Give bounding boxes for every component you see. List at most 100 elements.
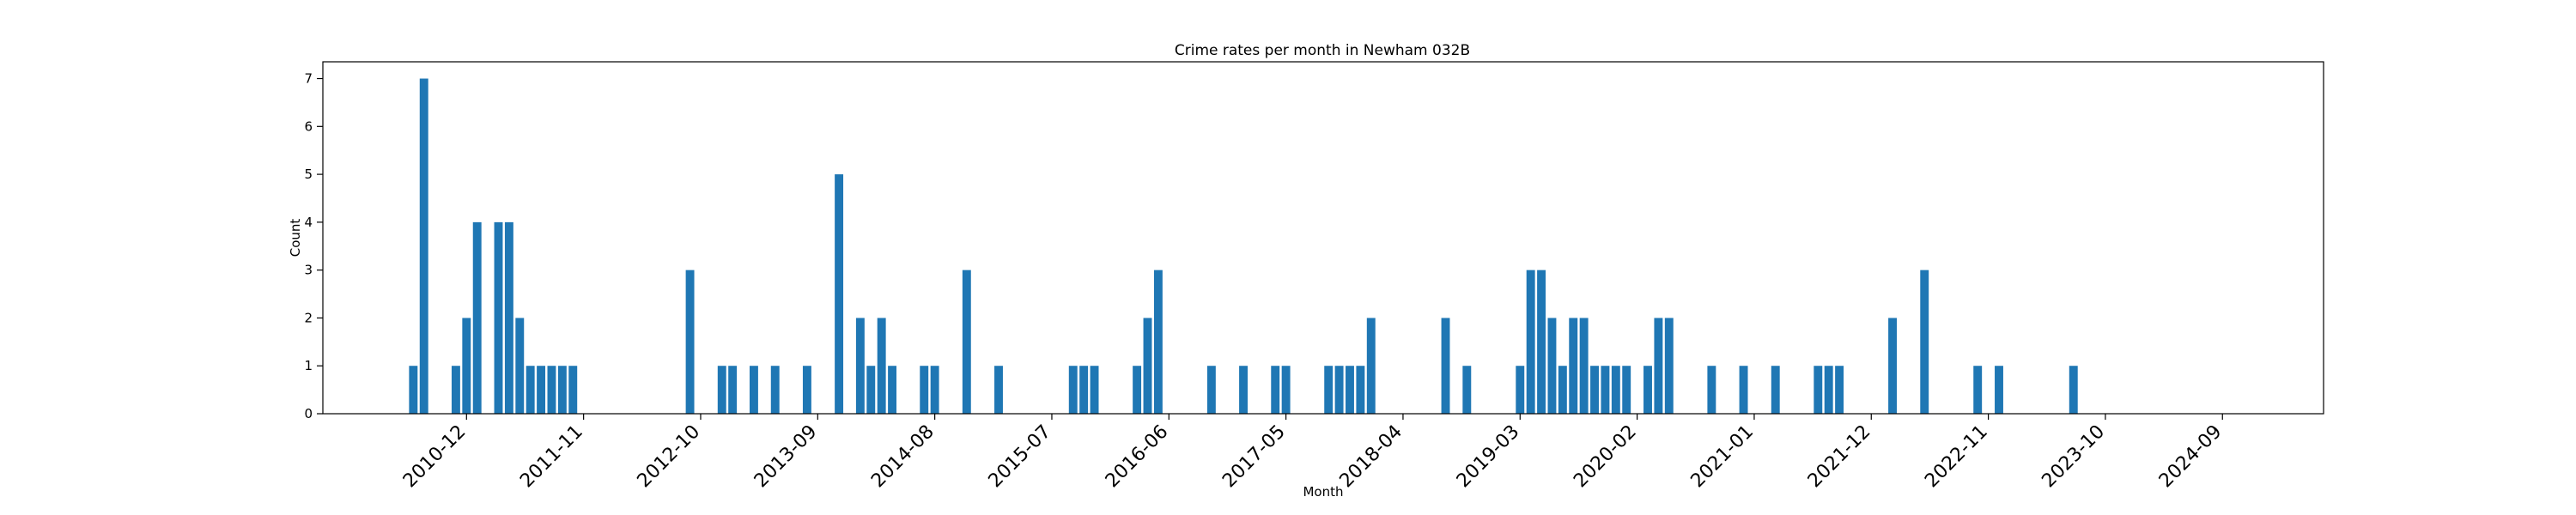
bar	[557, 366, 567, 414]
bar	[547, 366, 556, 414]
bar	[1824, 366, 1833, 414]
bar	[1590, 366, 1599, 414]
y-tick-label: 0	[304, 406, 313, 421]
bar	[1973, 366, 1983, 414]
bar	[920, 366, 929, 414]
bar	[770, 366, 780, 414]
bar	[1888, 318, 1898, 414]
bar	[419, 78, 428, 415]
bar	[1995, 366, 2003, 414]
x-tick-label: 2022-11	[1921, 421, 1992, 493]
y-tick-label: 4	[304, 215, 313, 230]
y-axis-label: Count	[288, 219, 303, 258]
bar	[685, 270, 695, 414]
bar	[994, 366, 1003, 414]
bar	[1654, 318, 1663, 414]
x-tick-label: 2018-04	[1336, 421, 1407, 493]
bar	[877, 318, 886, 414]
bar	[1569, 318, 1578, 414]
y-tick-label: 7	[304, 71, 313, 87]
bar	[1324, 366, 1334, 414]
x-tick-label: 2015-07	[985, 421, 1056, 493]
y-tick-label: 2	[304, 310, 313, 325]
bar	[802, 366, 811, 414]
x-tick-label: 2017-05	[1218, 421, 1290, 493]
x-tick-label: 2010-12	[399, 421, 471, 493]
bar	[1920, 270, 1929, 414]
x-tick-label: 2016-06	[1102, 421, 1173, 493]
bar	[1643, 366, 1652, 414]
x-tick-label: 2013-09	[750, 421, 822, 493]
bar	[1133, 366, 1142, 414]
bar	[1558, 366, 1567, 414]
bar	[1068, 366, 1078, 414]
bar	[749, 366, 758, 414]
bar	[1526, 270, 1535, 414]
bar	[451, 366, 460, 414]
bar	[472, 221, 482, 414]
x-axis: 2010-12 2011-11 2012-10 2013-09 2014-08 2015-…	[399, 414, 2227, 492]
bar	[462, 318, 471, 414]
bar	[537, 366, 546, 414]
x-tick-label: 2021-01	[1687, 421, 1759, 493]
bar	[1441, 318, 1450, 414]
plot-area-frame	[322, 61, 2324, 415]
bar	[504, 221, 513, 414]
x-tick-label: 2011-11	[516, 421, 587, 493]
bar	[1206, 366, 1216, 414]
bar	[1547, 318, 1557, 414]
y-tick-label: 6	[304, 118, 313, 134]
bar	[1835, 366, 1844, 414]
bar	[835, 174, 844, 414]
bar	[1346, 366, 1354, 414]
bar	[1707, 366, 1716, 414]
x-axis-label: Month	[1303, 484, 1343, 500]
x-tick-label: 2024-09	[2155, 421, 2227, 493]
bar	[1090, 366, 1099, 414]
bar	[1153, 270, 1163, 414]
bar	[888, 366, 897, 414]
bar	[1462, 366, 1472, 414]
bar	[1739, 366, 1748, 414]
bar	[717, 366, 726, 414]
bar	[855, 318, 865, 414]
x-tick-label: 2020-02	[1570, 421, 1641, 493]
bar	[1601, 366, 1610, 414]
bar	[930, 366, 939, 414]
bar	[1271, 366, 1280, 414]
bar	[1366, 318, 1376, 414]
bar	[1281, 366, 1291, 414]
x-tick-label: 2023-10	[2038, 421, 2109, 493]
x-tick-label: 2021-12	[1804, 421, 1875, 493]
bar	[515, 318, 525, 414]
bar	[1622, 366, 1631, 414]
y-tick-label: 3	[304, 263, 313, 278]
bar	[1356, 366, 1365, 414]
bar	[1579, 318, 1589, 414]
bar	[1334, 366, 1344, 414]
bar	[568, 366, 578, 414]
bar	[1079, 366, 1089, 414]
x-tick-label: 2014-08	[867, 421, 939, 493]
bar	[1611, 366, 1620, 414]
x-tick-label: 2012-10	[634, 421, 705, 493]
chart-title: Crime rates per month in Newham 032B	[1175, 42, 1470, 59]
bar	[2069, 366, 2078, 414]
bar-series	[409, 78, 2078, 415]
bar	[1537, 270, 1546, 414]
x-tick-label: 2019-03	[1453, 421, 1524, 493]
y-tick-label: 1	[304, 358, 313, 373]
bar	[1814, 366, 1823, 414]
bar	[494, 221, 503, 414]
y-axis: 0 1 2 3 4 5 6 7	[304, 71, 323, 421]
bar	[962, 270, 971, 414]
bar	[1239, 366, 1249, 414]
bar	[1664, 318, 1674, 414]
bar	[1771, 366, 1780, 414]
y-tick-label: 5	[304, 167, 313, 182]
bar	[409, 366, 418, 414]
bar	[1143, 318, 1152, 414]
bar	[866, 366, 876, 414]
